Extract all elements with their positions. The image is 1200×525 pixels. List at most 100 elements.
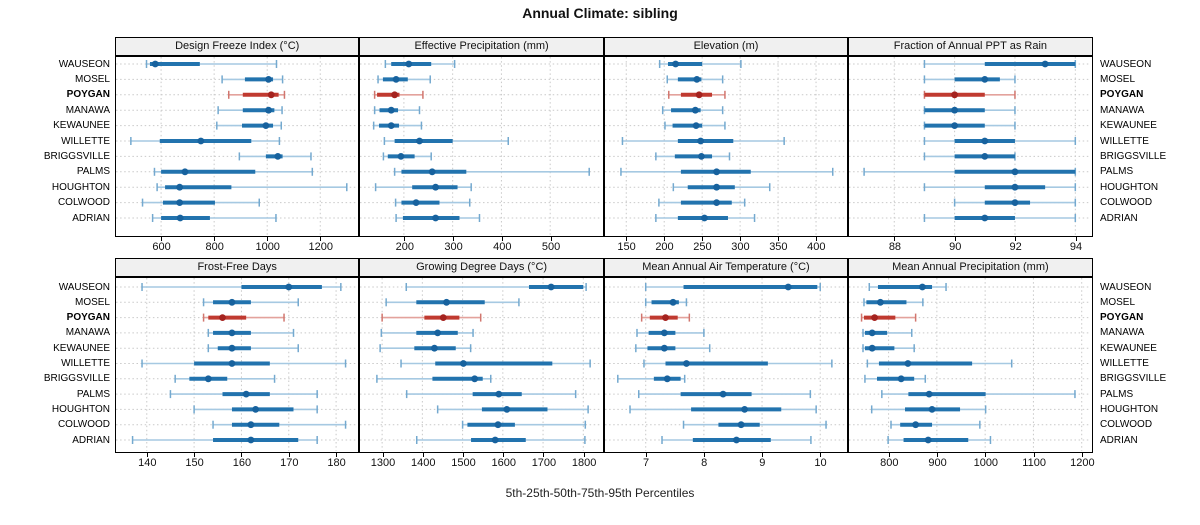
site-label-right: WILLETTE	[1100, 135, 1149, 147]
x-tick-mark	[1015, 237, 1017, 241]
median-dot	[440, 314, 448, 321]
median-dot	[660, 344, 668, 352]
median-dot	[981, 76, 989, 83]
site-label-right: HOUGHTON	[1100, 403, 1159, 415]
median-dot	[951, 91, 959, 99]
median-dot	[663, 375, 671, 383]
median-dot	[228, 329, 236, 337]
x-tick-label: 8	[701, 457, 708, 469]
panel-canvas	[116, 278, 358, 451]
x-tick-label: 1000	[973, 457, 999, 469]
x-tick-mark	[954, 237, 956, 241]
median-dot	[228, 344, 236, 352]
x-tick-label: 1700	[531, 457, 557, 469]
x-tick-mark	[894, 237, 896, 241]
x-tick-mark	[503, 453, 505, 457]
median-dot	[393, 76, 400, 83]
median-dot	[265, 76, 272, 83]
x-tick-mark	[703, 453, 705, 457]
median-dot	[181, 168, 189, 176]
panel-plot	[848, 56, 1093, 237]
median-dot	[868, 344, 876, 352]
site-label-right: PALMS	[1100, 166, 1134, 178]
x-tick-label: 1300	[370, 457, 396, 469]
x-tick-mark	[820, 453, 822, 457]
median-dot	[682, 360, 690, 367]
x-tick-mark	[626, 237, 628, 241]
site-label-right: COLWOOD	[1100, 197, 1153, 209]
panel-canvas	[360, 278, 602, 451]
site-label-left: PALMS	[76, 166, 110, 178]
median-dot	[697, 137, 704, 145]
median-dot	[1011, 199, 1019, 207]
median-dot	[405, 60, 413, 68]
x-tick-label: 1100	[1022, 457, 1046, 469]
median-dot	[247, 436, 255, 444]
x-tick-label: 200	[655, 241, 674, 253]
median-dot	[176, 214, 184, 222]
median-dot	[784, 283, 792, 291]
x-axis: 600 800 1000 1200	[117, 237, 361, 255]
site-label-left: MOSEL	[74, 73, 110, 85]
x-tick-mark	[739, 237, 741, 241]
median-dot	[495, 390, 503, 398]
median-dot	[176, 183, 184, 191]
x-tick-label: 350	[769, 241, 788, 253]
median-dot	[388, 106, 396, 114]
median-dot	[432, 183, 440, 191]
x-tick-mark	[761, 453, 763, 457]
x-tick-label: 1600	[491, 457, 516, 469]
median-dot	[660, 329, 668, 337]
site-label-right: WAUSEON	[1100, 281, 1152, 293]
x-tick-mark	[453, 237, 455, 241]
x-tick-label: 150	[185, 457, 204, 469]
median-dot	[265, 106, 272, 114]
median-dot	[413, 199, 420, 207]
site-label-right: BRIGGSVILLE	[1100, 373, 1167, 385]
x-tick-label: 88	[888, 241, 902, 253]
median-dot	[697, 153, 705, 160]
site-label-left: HOUGHTON	[51, 403, 110, 415]
site-label-left: COLWOOD	[57, 197, 110, 209]
median-dot	[503, 406, 511, 413]
median-dot	[919, 283, 926, 291]
panel-canvas	[849, 57, 1091, 235]
x-tick-label: 150	[617, 241, 636, 253]
chart-title: Annual Climate: sibling	[522, 5, 678, 21]
median-dot	[695, 91, 703, 99]
x-axis: 800 900 1000 1100 1200	[850, 453, 1095, 471]
site-label-right: KEWAUNEE	[1100, 120, 1157, 132]
site-label-right: MANAWA	[1100, 327, 1145, 339]
median-dot	[692, 122, 700, 129]
x-tick-mark	[241, 453, 243, 457]
median-dot	[262, 122, 270, 129]
x-tick-mark	[382, 453, 384, 457]
median-dot	[981, 153, 989, 160]
panel-header: Growing Degree Days (°C)	[359, 258, 604, 277]
site-label-left: ADRIAN	[72, 434, 110, 446]
x-tick-mark	[146, 453, 148, 457]
site-label-right: HOUGHTON	[1100, 181, 1159, 193]
x-tick-mark	[645, 453, 647, 457]
median-dot	[176, 199, 184, 207]
median-dot	[492, 436, 499, 444]
site-label-left: HOUGHTON	[51, 181, 110, 193]
x-tick-label: 170	[280, 457, 299, 469]
median-dot	[219, 314, 226, 321]
median-dot	[981, 137, 989, 145]
median-dot	[416, 137, 424, 145]
x-tick-label: 1200	[308, 241, 333, 253]
median-dot	[868, 329, 876, 337]
median-dot	[924, 436, 932, 444]
panel-plot	[848, 277, 1093, 453]
x-axis: 7 8 9 10	[605, 453, 849, 471]
x-tick-label: 300	[731, 241, 750, 253]
x-tick-mark	[267, 237, 269, 241]
site-label-right: WAUSEON	[1100, 58, 1152, 70]
median-dot	[397, 153, 405, 160]
x-tick-label: 400	[493, 241, 512, 253]
median-dot	[691, 106, 699, 114]
median-dot	[904, 360, 912, 367]
median-dot	[431, 344, 439, 352]
